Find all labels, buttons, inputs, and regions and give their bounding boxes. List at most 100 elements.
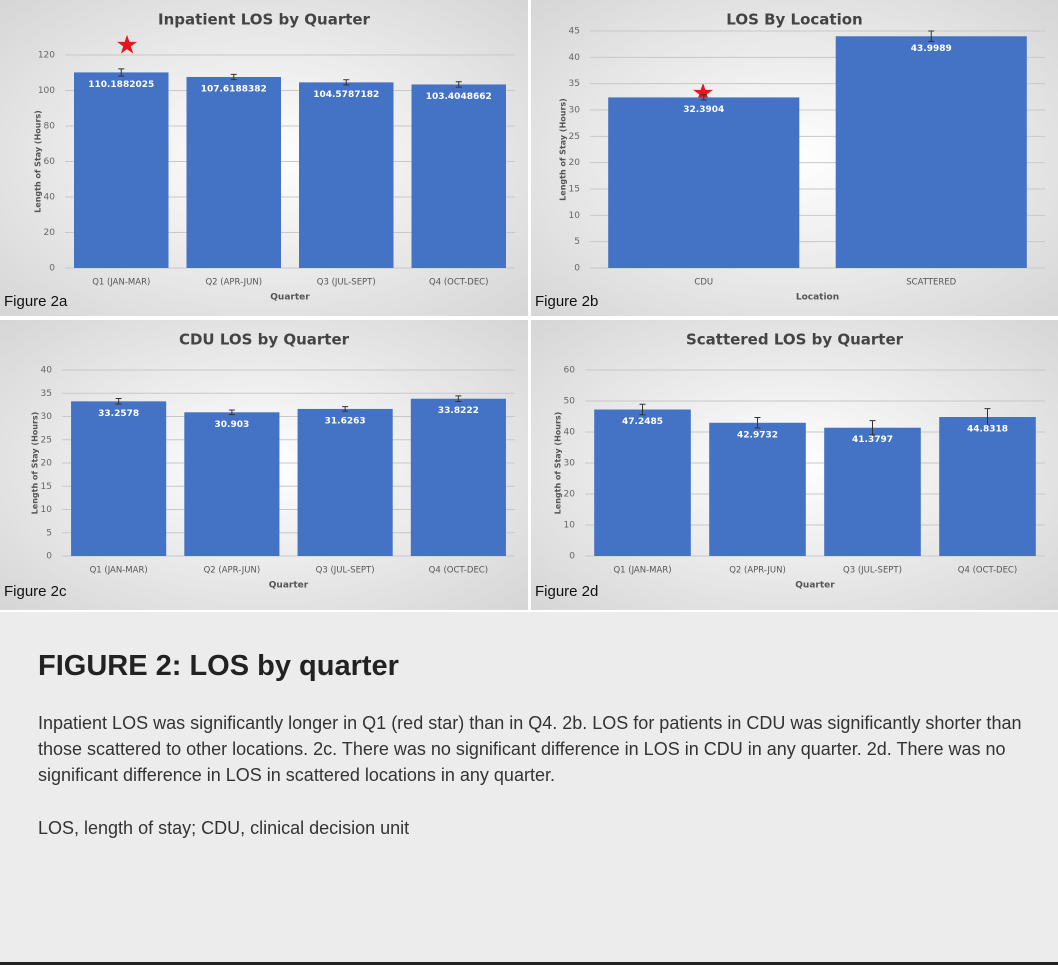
y-tick-label: 60 xyxy=(564,366,576,376)
caption-footnote: LOS, length of stay; CDU, clinical decis… xyxy=(38,818,410,838)
error-bar xyxy=(230,73,237,81)
bar xyxy=(594,409,691,556)
chart-title: LOS By Location xyxy=(726,11,862,29)
x-tick-label: Q2 (APR-JUN) xyxy=(205,278,262,288)
y-tick-label: 60 xyxy=(44,157,56,167)
y-tick-label: 40 xyxy=(44,193,56,203)
y-tick-label: 50 xyxy=(564,397,576,407)
error-bar xyxy=(115,398,122,405)
error-bar xyxy=(754,417,761,429)
error-bar xyxy=(455,81,462,88)
y-tick-label: 120 xyxy=(38,51,55,61)
y-tick-label: 20 xyxy=(41,459,53,469)
chart-title: Scattered LOS by Quarter xyxy=(686,331,904,349)
bar xyxy=(939,417,1036,556)
value-label: 33.2578 xyxy=(98,409,139,419)
y-axis-label: Length of Stay (Hours) xyxy=(554,412,563,515)
bar xyxy=(184,412,280,556)
y-axis-label: Length of Stay (Hours) xyxy=(31,412,40,515)
y-tick-label: 25 xyxy=(41,435,52,445)
caption: FIGURE 2: LOS by quarter Inpatient LOS w… xyxy=(0,612,1058,965)
x-axis-label: Location xyxy=(796,293,839,303)
y-axis-label: Length of Stay (Hours) xyxy=(34,110,43,213)
bar xyxy=(297,408,393,556)
bar xyxy=(410,398,506,556)
value-label: 44.8318 xyxy=(967,425,1008,435)
y-tick-label: 15 xyxy=(569,185,580,195)
y-axis-label: Length of Stay (Hours) xyxy=(559,98,568,201)
x-tick-label: Q3 (JUL-SEPT) xyxy=(317,278,376,288)
chart-title: Inpatient LOS by Quarter xyxy=(158,11,371,29)
x-tick-label: Q1 (JAN-MAR) xyxy=(90,566,148,576)
value-label: 42.9732 xyxy=(737,430,778,440)
x-tick-label: Q2 (APR-JUN) xyxy=(729,566,786,576)
figure-label: Figure 2b xyxy=(535,293,598,310)
bar xyxy=(74,72,169,268)
bar xyxy=(186,76,281,268)
y-tick-label: 0 xyxy=(569,552,575,562)
y-tick-label: 40 xyxy=(564,428,576,438)
bar xyxy=(411,84,506,268)
y-tick-label: 0 xyxy=(49,264,55,274)
bar xyxy=(824,427,921,556)
caption-text: Inpatient LOS was significantly longer i… xyxy=(38,713,1022,785)
y-tick-label: 0 xyxy=(46,552,52,562)
y-tick-label: 0 xyxy=(574,264,580,274)
value-label: 43.9989 xyxy=(911,44,952,54)
y-tick-label: 30 xyxy=(569,106,581,116)
y-tick-label: 35 xyxy=(569,79,580,89)
figure-label: Figure 2c xyxy=(4,583,67,600)
y-tick-label: 40 xyxy=(41,366,53,376)
error-bar xyxy=(928,30,935,43)
y-tick-label: 10 xyxy=(41,505,53,515)
value-label: 103.4048662 xyxy=(426,92,492,102)
figure-label: Figure 2a xyxy=(4,293,68,310)
value-label: 33.8222 xyxy=(438,406,479,416)
value-label: 31.6263 xyxy=(325,416,366,426)
y-tick-label: 5 xyxy=(46,528,52,538)
x-axis-label: Quarter xyxy=(795,581,835,591)
x-tick-label: Q2 (APR-JUN) xyxy=(204,566,261,576)
figure-label: Figure 2d xyxy=(535,583,598,600)
y-tick-label: 20 xyxy=(564,490,576,500)
y-tick-label: 45 xyxy=(569,27,580,37)
x-tick-label: Q4 (OCT-DEC) xyxy=(958,566,1017,576)
y-tick-label: 20 xyxy=(44,228,56,238)
value-label: 41.3797 xyxy=(852,435,893,445)
y-tick-label: 20 xyxy=(569,158,581,168)
value-label: 107.6188382 xyxy=(201,84,267,94)
y-tick-label: 15 xyxy=(41,482,52,492)
y-tick-label: 25 xyxy=(569,132,580,142)
x-axis-label: Quarter xyxy=(269,581,309,591)
bar xyxy=(835,36,1027,268)
value-label: 32.3904 xyxy=(683,105,724,115)
value-label: 104.5787182 xyxy=(313,90,379,100)
x-tick-label: Q4 (OCT-DEC) xyxy=(429,278,488,288)
error-bar xyxy=(228,409,235,416)
error-bar xyxy=(118,68,125,77)
y-tick-label: 10 xyxy=(569,211,581,221)
bar xyxy=(71,401,167,556)
y-tick-label: 5 xyxy=(574,237,580,247)
error-bar xyxy=(639,403,646,416)
x-tick-label: Q1 (JAN-MAR) xyxy=(613,566,671,576)
error-bar xyxy=(869,420,876,436)
error-bar xyxy=(455,395,462,403)
bar xyxy=(299,82,394,268)
error-bar xyxy=(700,94,707,101)
x-tick-label: SCATTERED xyxy=(906,278,956,288)
bar xyxy=(608,97,800,269)
y-tick-label: 40 xyxy=(569,53,581,63)
value-label: 47.2485 xyxy=(622,417,663,427)
y-tick-label: 100 xyxy=(38,86,55,96)
y-tick-label: 35 xyxy=(41,389,52,399)
x-tick-label: Q4 (OCT-DEC) xyxy=(429,566,488,576)
y-tick-label: 30 xyxy=(41,412,53,422)
bar xyxy=(709,422,806,556)
x-tick-label: CDU xyxy=(694,278,713,288)
x-tick-label: Q3 (JUL-SEPT) xyxy=(316,566,375,576)
error-bar xyxy=(343,79,350,86)
error-bar xyxy=(342,406,349,412)
